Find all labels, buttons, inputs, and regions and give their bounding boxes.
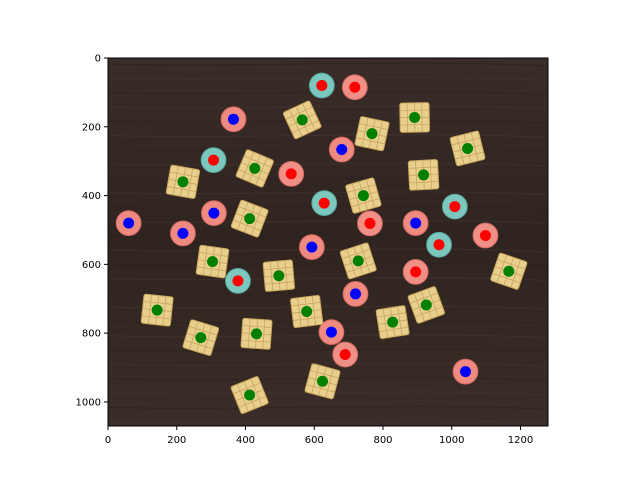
scatter-point <box>317 375 328 387</box>
wood-grain-line <box>108 105 548 110</box>
scatter-point <box>177 176 189 188</box>
scatter-point <box>244 389 256 401</box>
scatter-point <box>151 304 163 316</box>
scatter-point <box>316 80 328 92</box>
scatter-point <box>387 316 399 328</box>
scatter-point <box>462 142 474 154</box>
scatter-point <box>339 348 351 360</box>
wood-grain-line <box>108 262 548 267</box>
wood-grain-line <box>108 62 548 67</box>
plot-area <box>108 58 548 426</box>
scatter-point <box>306 241 318 253</box>
scatter-point <box>364 217 376 229</box>
x-tick-label: 400 <box>236 435 255 446</box>
scatter-point <box>410 266 422 278</box>
scatter-point <box>296 114 308 126</box>
x-tick-label: 0 <box>105 435 111 446</box>
scatter-point <box>460 366 471 378</box>
scatter-point <box>177 227 189 239</box>
scatter-point <box>285 168 297 180</box>
scatter-point <box>227 113 239 125</box>
wood-grain-line <box>108 148 548 153</box>
scatter-point <box>349 81 361 93</box>
x-tick-label: 200 <box>167 435 186 446</box>
wood-grain-line <box>108 177 548 181</box>
scatter-point <box>357 190 369 202</box>
wood-grain-line <box>108 119 548 124</box>
scatter-point <box>418 169 430 181</box>
scatter-markers <box>123 80 515 401</box>
scatter-point <box>350 288 361 300</box>
wood-grain-line <box>108 162 548 167</box>
x-tick-label: 600 <box>305 435 324 446</box>
wood-grain-line <box>108 348 548 353</box>
y-tick-label: 1000 <box>76 397 101 408</box>
scatter-point <box>273 270 285 282</box>
wood-grain-line <box>108 277 548 282</box>
y-tick-label: 0 <box>95 54 101 65</box>
scatter-point <box>318 197 330 209</box>
x-axis: 0 200 400 600 800 1000 1200 <box>105 426 533 446</box>
scatter-point <box>123 217 135 229</box>
scatter-point <box>420 299 432 311</box>
scatter-point <box>479 229 491 241</box>
wood-grain-line <box>108 405 548 410</box>
x-tick-label: 800 <box>373 435 392 446</box>
wood-grain-line <box>108 291 548 296</box>
scatter-point <box>232 275 244 287</box>
y-tick-label: 400 <box>82 191 101 202</box>
scatter-point <box>410 217 422 229</box>
scatter-point <box>195 332 207 344</box>
scatter-point <box>336 143 348 155</box>
y-tick-label: 200 <box>82 122 101 133</box>
y-tick-label: 600 <box>82 260 101 271</box>
wood-grain-line <box>108 362 548 367</box>
axes-frame <box>107 57 549 427</box>
square-cereal-piece <box>230 376 269 414</box>
scatter-point <box>208 207 220 219</box>
y-axis: 0 200 400 600 800 1000 <box>76 54 108 408</box>
scatter-point <box>503 265 515 277</box>
scatter-point <box>352 255 364 267</box>
scatter-point <box>433 239 445 251</box>
scatter-point <box>449 201 461 213</box>
wood-grain-line <box>108 134 548 139</box>
scatter-point <box>244 213 256 225</box>
scatter-point <box>207 256 218 268</box>
scatter-point <box>208 154 220 166</box>
scatter-point <box>366 128 378 140</box>
wood-grain-line <box>108 219 548 224</box>
scatter-point <box>409 111 421 123</box>
scatter-point <box>249 162 261 174</box>
scatter-point <box>325 326 337 338</box>
wood-grain-line <box>108 420 548 425</box>
x-tick-label: 1200 <box>508 435 533 446</box>
x-tick-label: 1000 <box>439 435 464 446</box>
scatter-point <box>301 305 313 317</box>
scatter-point <box>251 328 262 340</box>
y-tick-label: 800 <box>82 329 101 340</box>
